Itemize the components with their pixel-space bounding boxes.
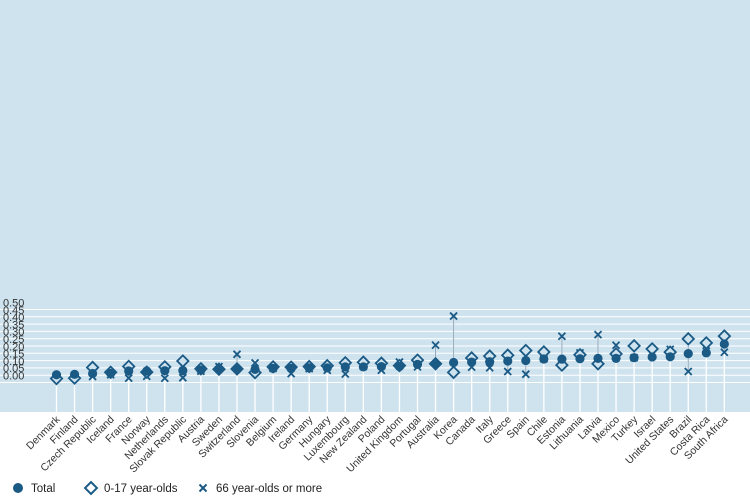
marker-total (214, 364, 224, 375)
marker-total (467, 357, 477, 367)
marker-total (340, 362, 350, 372)
marker-0-17 (699, 336, 714, 350)
marker-total (394, 361, 405, 372)
y-tick-label: 0.00 (3, 371, 24, 383)
marker-total (142, 366, 152, 376)
marker-total (304, 363, 314, 373)
marker-total (106, 368, 116, 378)
y-tick-label: 0.50 (3, 298, 24, 310)
marker-total (358, 362, 368, 372)
marker-total (701, 348, 711, 358)
marker-total (286, 363, 296, 373)
marker-66-plus (557, 332, 567, 341)
marker-total (683, 348, 693, 359)
legend-marker-66-plus (198, 483, 208, 493)
marker-66-plus (449, 311, 458, 321)
marker-total (69, 369, 80, 379)
marker-0-17 (536, 345, 551, 359)
marker-0-17 (446, 365, 461, 380)
plot-background (0, 0, 750, 412)
y-tick-label: 0.25 (3, 334, 24, 346)
marker-66-plus (503, 367, 512, 376)
marker-66-plus (232, 350, 242, 359)
legend-marker-0-17 (83, 480, 99, 496)
marker-total (575, 354, 585, 364)
marker-total (611, 353, 621, 364)
marker-total (521, 355, 531, 366)
y-tick-label: 0.40 (3, 312, 24, 324)
marker-total (232, 364, 242, 374)
marker-total (322, 363, 332, 373)
legend-item-total: Total (13, 483, 55, 495)
marker-total (196, 365, 206, 375)
marker-66-plus (160, 374, 169, 383)
marker-66-plus (720, 348, 729, 357)
marker-total (250, 364, 260, 374)
legend-item-66-plus: 66 year-olds or more (198, 483, 322, 495)
marker-total (178, 365, 188, 376)
marker-total (430, 359, 441, 369)
marker-0-17 (717, 329, 732, 344)
marker-66-plus (593, 330, 603, 339)
marker-total (539, 354, 549, 364)
legend: Total 0-17 year-olds 66 year-olds or mor… (13, 480, 322, 496)
marker-total (665, 352, 675, 362)
marker-total (449, 357, 459, 368)
y-tick-label: 0.10 (3, 356, 24, 368)
marker-0-17 (645, 341, 660, 356)
marker-0-17 (518, 343, 533, 358)
marker-total (160, 366, 170, 376)
y-tick-label: 0.20 (3, 341, 24, 353)
marker-total (503, 356, 513, 366)
marker-0-17 (681, 331, 696, 346)
marker-66-plus (250, 358, 260, 368)
marker-66-plus (178, 373, 187, 382)
legend-label-0-17: 0-17 year-olds (104, 483, 178, 495)
legend-item-0-17: 0-17 year-olds (83, 480, 178, 496)
marker-66-plus (521, 370, 530, 379)
marker-total (485, 357, 495, 367)
marker-66-plus (611, 341, 621, 350)
marker-total (719, 339, 729, 349)
marker-66-plus (124, 373, 133, 383)
marker-total (124, 366, 134, 376)
y-axis-ticks: 0.000.050.100.150.200.250.300.350.400.45… (3, 298, 24, 383)
marker-0-17 (627, 338, 642, 353)
y-tick-label: 0.05 (3, 363, 24, 375)
marker-total (268, 363, 278, 373)
y-tick-label: 0.35 (3, 319, 24, 331)
marker-total (412, 359, 423, 369)
marker-total (376, 361, 386, 372)
legend-label-total: Total (31, 483, 55, 495)
marker-66-plus (684, 367, 693, 376)
marker-total (88, 368, 98, 379)
marker-total (593, 353, 603, 364)
y-tick-label: 0.15 (3, 349, 24, 361)
y-tick-label: 0.30 (3, 327, 24, 339)
marker-total (647, 352, 657, 362)
marker-total (629, 353, 639, 363)
y-tick-label: 0.45 (3, 305, 24, 317)
marker-total (557, 354, 567, 364)
data-markers (49, 311, 732, 386)
marker-total (51, 370, 62, 380)
marker-66-plus (431, 340, 440, 350)
legend-marker-total (13, 483, 23, 493)
marker-66-plus (341, 369, 350, 379)
marker-0-17 (175, 354, 190, 368)
legend-label-66-plus: 66 year-olds or more (216, 483, 322, 495)
